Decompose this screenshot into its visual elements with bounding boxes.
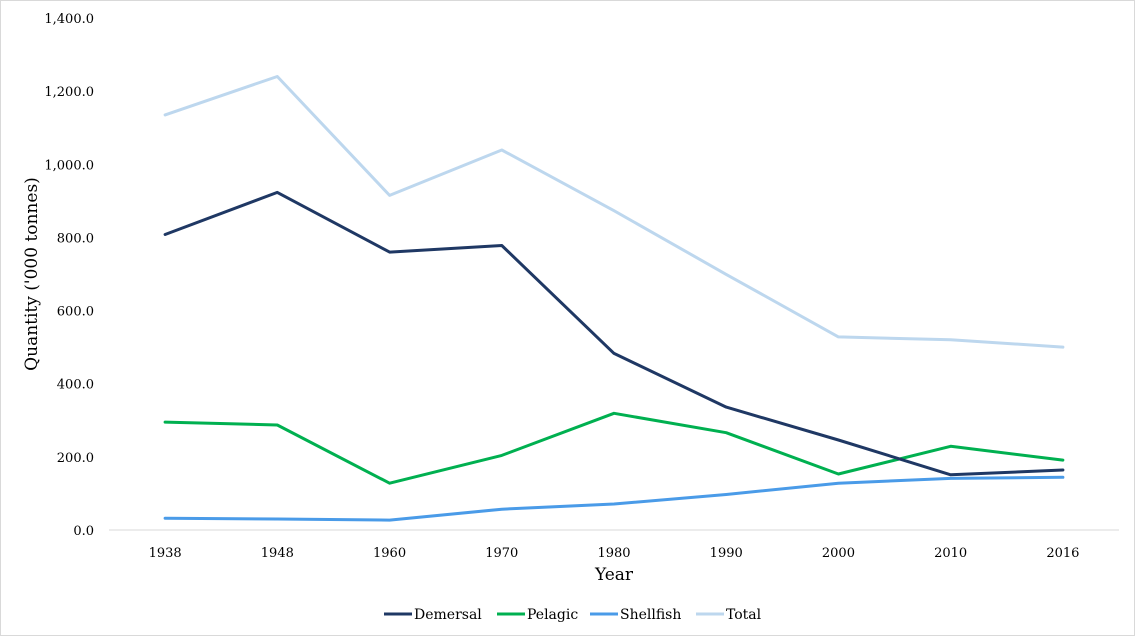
y-tick-label: 600.0 xyxy=(57,305,94,320)
y-axis-title: Quantity ('000 tonnes) xyxy=(22,177,42,371)
x-tick-label: 1980 xyxy=(597,546,630,561)
series-line-pelagic xyxy=(163,411,1065,485)
y-tick-label: 1,200.0 xyxy=(44,85,94,100)
legend-label: Shellfish xyxy=(620,607,681,623)
legend: Demersal Pelagic Shellfish Total xyxy=(384,607,762,623)
x-axis-title: Year xyxy=(594,565,634,585)
y-tick-label: 1,000.0 xyxy=(44,158,94,173)
x-tick-label: 1960 xyxy=(373,546,406,561)
y-tick-label: 800.0 xyxy=(57,231,94,246)
series-lines xyxy=(163,75,1065,522)
series-line-total xyxy=(163,75,1065,349)
x-tick-label: 1938 xyxy=(149,546,182,561)
x-tick-label: 2016 xyxy=(1046,546,1079,561)
legend-label: Demersal xyxy=(414,607,482,623)
x-axis-tick-labels: 1938 1948 1960 1970 1980 1990 2000 2010 2016 xyxy=(149,546,1080,561)
x-tick-label: 1948 xyxy=(261,546,294,561)
y-axis-tick-labels: 0.0 200.0 400.0 600.0 800.0 1,000.0 1,200.0 1,4… xyxy=(44,12,94,539)
x-tick-label: 2010 xyxy=(934,546,967,561)
y-tick-label: 0.0 xyxy=(73,524,94,539)
y-tick-label: 200.0 xyxy=(57,451,94,466)
series-line-shellfish xyxy=(163,475,1065,522)
legend-item-pelagic: Pelagic xyxy=(497,607,578,623)
x-tick-label: 1990 xyxy=(710,546,743,561)
x-tick-label: 1970 xyxy=(485,546,518,561)
y-tick-label: 400.0 xyxy=(57,378,94,393)
legend-label: Total xyxy=(726,607,762,623)
legend-label: Pelagic xyxy=(527,607,578,623)
y-tick-label: 1,400.0 xyxy=(44,12,94,27)
x-tick-label: 2000 xyxy=(822,546,855,561)
legend-item-demersal: Demersal xyxy=(384,607,482,623)
legend-item-total: Total xyxy=(696,607,762,623)
series-line-demersal xyxy=(163,190,1065,477)
legend-item-shellfish: Shellfish xyxy=(590,607,681,623)
